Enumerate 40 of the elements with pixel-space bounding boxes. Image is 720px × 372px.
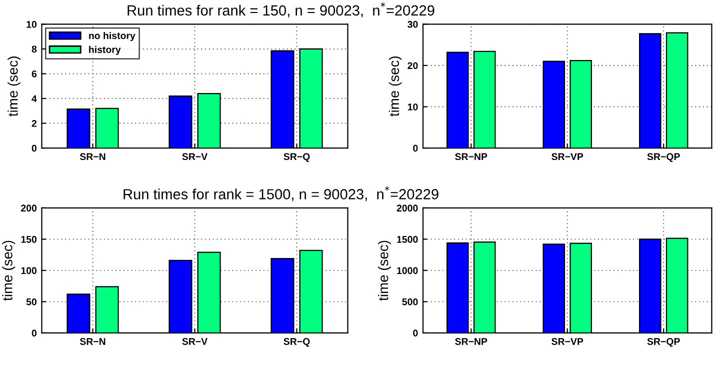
y-tick-label: 50 [26, 298, 36, 306]
x-tick-label: SR−N [80, 153, 106, 160]
x-tick-label: SR−VP [552, 338, 584, 345]
legend-label: no history [89, 32, 136, 42]
y-tick-label: 10 [408, 104, 418, 110]
y-tick-label: 4 [32, 95, 37, 102]
x-tick-label: SR−N [80, 338, 106, 345]
x-tick-label: SR−V [182, 338, 208, 345]
y-tick-label: 0 [413, 330, 418, 337]
legend-label: history [89, 46, 121, 55]
y-tick-label: 8 [32, 46, 37, 53]
y-tick-label: 150 [21, 236, 36, 243]
y-tick-label: 0 [32, 330, 36, 337]
y-tick-label: 2 [32, 120, 37, 127]
y-axis-title: time (sec) [378, 240, 391, 301]
x-tick-label: SR−V [182, 153, 208, 160]
x-tick-label: SR−Q [284, 338, 310, 347]
chart-title: Run times for rank = 1500, n = 90023, n$^{*}$=20229 [124, 186, 438, 202]
y-tick-label: 0 [32, 144, 36, 152]
y-tick-label: 200 [21, 204, 36, 212]
y-tick-label: 10 [26, 20, 36, 28]
x-tick-label: SR−QP [647, 338, 680, 347]
y-axis-title: time (sec) [8, 56, 21, 116]
y-tick-label: 6 [32, 70, 37, 78]
y-tick-label: 1000 [397, 267, 418, 274]
x-tick-label: SR−Q [284, 153, 310, 162]
y-tick-label: 100 [21, 267, 36, 274]
y-tick-label: 0 [413, 144, 418, 152]
x-tick-label: SR−NP [455, 338, 488, 345]
y-tick-label: 30 [408, 20, 418, 28]
y-tick-label: 20 [408, 62, 418, 70]
chart-title: Run times for rank = 150, n = 90023, n$^{*}$=20229 [128, 2, 434, 18]
x-tick-label: SR−VP [552, 153, 584, 160]
y-tick-label: 2000 [396, 204, 418, 212]
x-tick-label: SR−QP [647, 153, 680, 162]
y-tick-label: 500 [402, 298, 418, 306]
y-tick-label: 1500 [397, 236, 418, 243]
x-tick-label: SR−NP [455, 153, 488, 160]
y-axis-title: time (sec) [388, 56, 402, 116]
y-axis-title: time (sec) [2, 240, 16, 301]
